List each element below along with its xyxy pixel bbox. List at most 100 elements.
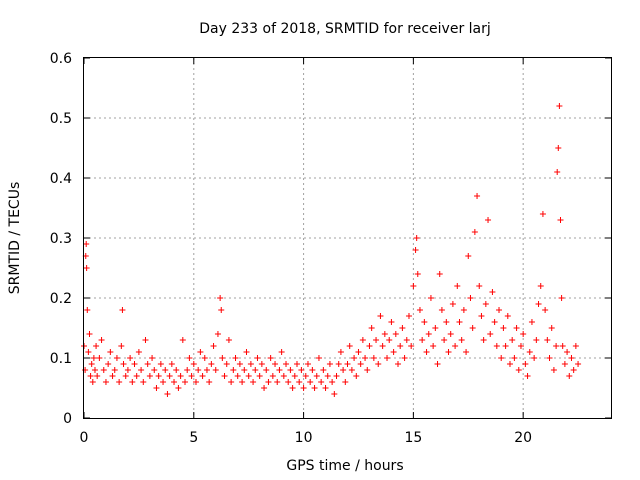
data-point [478, 313, 485, 319]
data-point [454, 283, 461, 289]
data-point [140, 379, 147, 385]
data-point [118, 343, 125, 349]
data-point [502, 343, 509, 349]
data-point [263, 367, 270, 373]
data-point [217, 295, 224, 301]
data-point [324, 373, 331, 379]
data-point [225, 337, 232, 343]
data-point [326, 361, 333, 367]
x-tick-label: 10 [295, 430, 313, 446]
data-point [223, 361, 230, 367]
data-point [162, 367, 169, 373]
data-point [96, 355, 103, 361]
data-point [555, 145, 562, 151]
data-point [111, 367, 118, 373]
data-point [408, 343, 415, 349]
data-point [337, 349, 344, 355]
data-point [412, 247, 419, 253]
data-point [509, 337, 516, 343]
data-point [219, 355, 226, 361]
data-point [463, 349, 470, 355]
y-tick-label: 0.1 [50, 351, 72, 367]
data-point [298, 367, 305, 373]
data-point [467, 295, 474, 301]
data-point [364, 367, 371, 373]
data-point [144, 361, 151, 367]
data-point [513, 325, 520, 331]
data-point [335, 361, 342, 367]
data-point [197, 349, 204, 355]
data-point [485, 217, 492, 223]
data-point [287, 367, 294, 373]
data-point [526, 349, 533, 355]
data-point [401, 355, 408, 361]
data-point [135, 349, 142, 355]
data-point [346, 343, 353, 349]
data-point [146, 373, 153, 379]
data-point [366, 343, 373, 349]
data-point [177, 373, 184, 379]
data-point [476, 283, 483, 289]
data-point [493, 343, 500, 349]
data-point [445, 349, 452, 355]
data-point [458, 337, 465, 343]
data-point [265, 379, 272, 385]
x-axis-ticks: 0 5 10 15 20 [80, 58, 532, 446]
x-tick-label: 20 [514, 430, 532, 446]
data-point [570, 367, 577, 373]
data-point [425, 331, 432, 337]
data-point [553, 343, 560, 349]
data-point [119, 307, 126, 313]
data-point [413, 235, 420, 241]
data-point [221, 373, 228, 379]
data-point [296, 379, 303, 385]
data-point [414, 271, 421, 277]
data-point [434, 361, 441, 367]
data-point [500, 325, 507, 331]
y-tick-label: 0.3 [50, 231, 72, 247]
data-point [201, 355, 208, 361]
data-point [419, 337, 426, 343]
data-point [331, 391, 338, 397]
data-point [102, 379, 109, 385]
data-point [127, 355, 134, 361]
plot-frame [83, 57, 612, 419]
data-point [357, 361, 364, 367]
data-point [179, 337, 186, 343]
data-point [504, 313, 511, 319]
data-point [151, 367, 158, 373]
data-point [254, 355, 261, 361]
data-point [247, 361, 254, 367]
data-point [480, 337, 487, 343]
data-point [487, 331, 494, 337]
data-point [498, 355, 505, 361]
data-point [482, 301, 489, 307]
data-point [149, 355, 156, 361]
data-point [300, 385, 307, 391]
data-point [302, 373, 309, 379]
data-point [416, 307, 423, 313]
data-point [384, 355, 391, 361]
data-point [544, 337, 551, 343]
data-point [318, 379, 325, 385]
data-point [438, 307, 445, 313]
data-point [559, 343, 566, 349]
data-point [375, 361, 382, 367]
data-point [556, 103, 563, 109]
data-point [313, 373, 320, 379]
data-point [164, 391, 171, 397]
data-point [289, 385, 296, 391]
data-point [138, 367, 145, 373]
data-point [192, 379, 199, 385]
data-point [190, 361, 197, 367]
data-point [94, 373, 101, 379]
data-point [120, 361, 127, 367]
data-point [199, 373, 206, 379]
data-point [377, 313, 384, 319]
data-point [542, 307, 549, 313]
data-point [250, 379, 257, 385]
data-point [98, 337, 105, 343]
data-point [89, 379, 96, 385]
data-point [93, 343, 100, 349]
data-point [256, 373, 263, 379]
